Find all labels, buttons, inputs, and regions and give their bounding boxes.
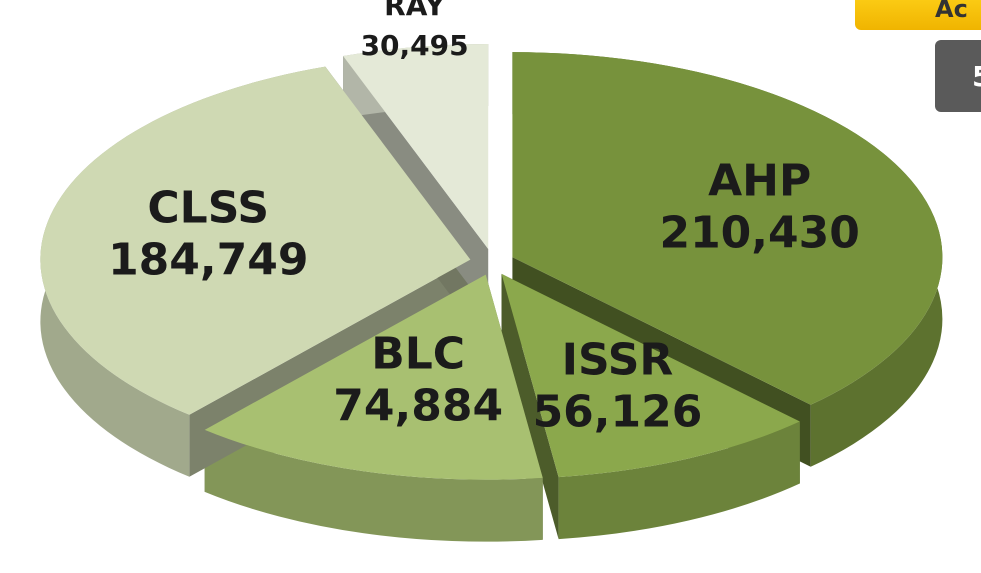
slice-value-label: 74,884: [333, 381, 503, 432]
slice-label: BLC: [371, 329, 465, 380]
annotation-box: Ac 5: [855, 0, 981, 112]
slice: [512, 52, 943, 405]
slice-side: [204, 429, 543, 542]
annotation: 5: [972, 60, 981, 93]
badge: [935, 40, 981, 112]
annotation: Ac: [935, 0, 968, 23]
slice-value-label: 210,430: [659, 208, 859, 259]
slice-value-label: 30,495: [361, 29, 469, 62]
slice-label: AHP: [708, 156, 811, 207]
badge: [855, 0, 981, 30]
slice: [501, 273, 800, 478]
slice-side: [501, 273, 559, 540]
slice-side: [558, 421, 800, 540]
slice-tops: [40, 43, 943, 480]
slice: [204, 274, 543, 480]
slice-label: ISSR: [562, 334, 674, 385]
slice: [40, 66, 471, 415]
slice: [343, 43, 489, 249]
slice-label: RAY: [384, 0, 446, 22]
slice-label: CLSS: [147, 182, 269, 233]
slice-value-label: 184,749: [108, 234, 308, 285]
slice-value-label: 56,126: [533, 386, 703, 437]
